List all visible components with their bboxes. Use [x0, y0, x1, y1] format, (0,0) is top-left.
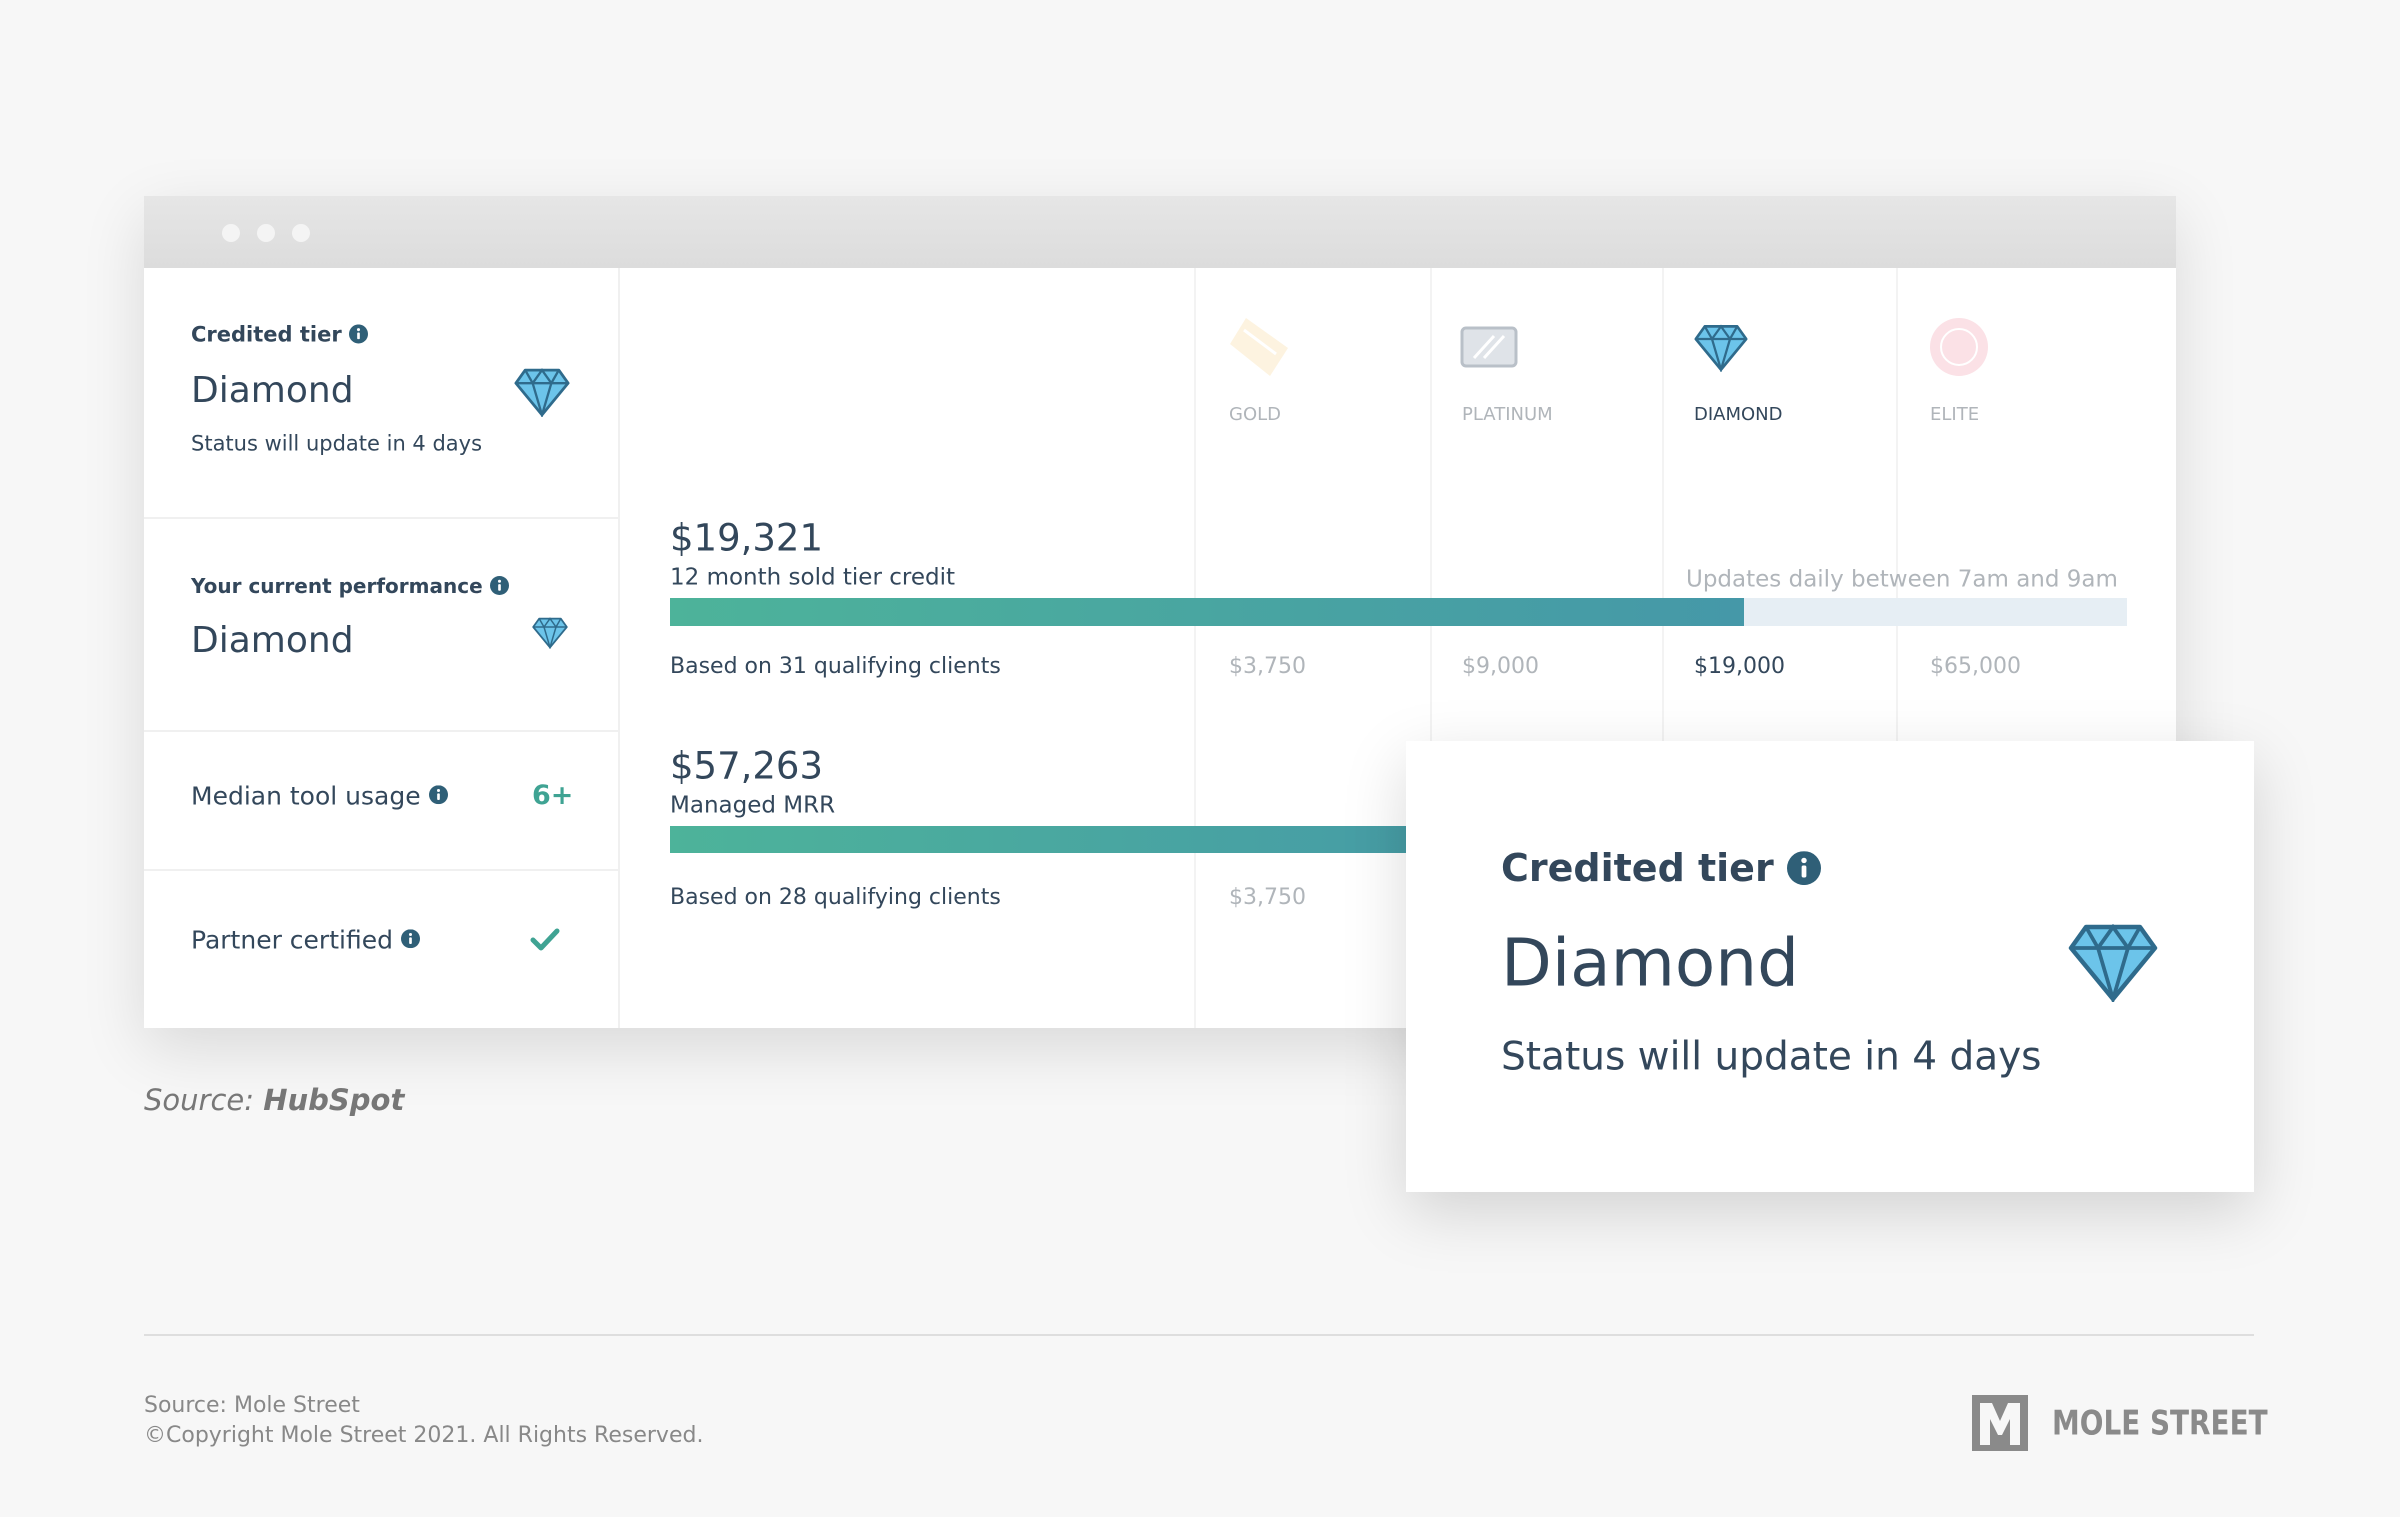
- gem-icon: [514, 368, 570, 417]
- app-window: Credited tier Diamond Status will update…: [144, 196, 2176, 1028]
- row-divider: [144, 730, 618, 732]
- window-dot: [257, 224, 275, 242]
- popup-card: Credited tier Diamond Status will update…: [1406, 741, 2254, 1192]
- info-icon[interactable]: [401, 929, 420, 948]
- label-text: Credited tier: [1501, 846, 1774, 891]
- threshold: $9,000: [1462, 653, 1539, 679]
- platinum-icon: [1460, 326, 1518, 368]
- footer-source: Source: Mole Street: [144, 1392, 360, 1418]
- metric-amount: $19,321: [670, 516, 824, 560]
- threshold: $65,000: [1930, 653, 2021, 679]
- check-icon: [530, 928, 560, 951]
- gem-icon: [532, 617, 568, 649]
- column-divider: [1896, 268, 1898, 1028]
- column-divider: [1662, 268, 1664, 1028]
- logo-mark: [1972, 1395, 2028, 1451]
- label: Your current performance: [191, 575, 509, 597]
- threshold: $3,750: [1229, 653, 1306, 679]
- metric-basis: Based on 28 qualifying clients: [670, 884, 1001, 910]
- label: Partner certified: [191, 926, 420, 954]
- label-text: Your current performance: [191, 574, 483, 598]
- status: Status will update in 4 days: [191, 431, 483, 456]
- info-icon[interactable]: [429, 785, 448, 804]
- column-divider: [1194, 268, 1196, 1028]
- popup-label: Credited tier: [1501, 846, 1821, 891]
- tier-label: DIAMOND: [1694, 404, 1783, 426]
- tier-value: Diamond: [191, 620, 354, 662]
- popup-value: Diamond: [1501, 924, 1799, 1002]
- row-divider: [144, 517, 618, 519]
- label-text: Median tool usage: [191, 781, 421, 811]
- metric-amount: $57,263: [670, 744, 824, 788]
- diamond-icon: [1694, 324, 1748, 372]
- threshold: $3,750: [1229, 884, 1306, 910]
- tier-value: Diamond: [191, 370, 354, 412]
- update-note: Updates daily between 7am and 9am: [1686, 566, 2118, 593]
- gold-icon: [1230, 318, 1288, 376]
- metric-label: 12 month sold tier credit: [670, 564, 955, 591]
- label-text: Credited tier: [191, 322, 342, 347]
- gem-icon: [2068, 924, 2158, 1002]
- popup-status: Status will update in 4 days: [1501, 1034, 2042, 1080]
- metric-basis: Based on 31 qualifying clients: [670, 653, 1001, 679]
- image-source: Source: HubSpot: [144, 1083, 405, 1118]
- column-divider: [1430, 268, 1432, 1028]
- panel-divider: [618, 268, 620, 1028]
- info-icon[interactable]: [490, 576, 509, 595]
- tier-label: PLATINUM: [1462, 404, 1553, 426]
- logo-text: MOLE STREET: [2052, 1403, 2268, 1444]
- source-name: HubSpot: [263, 1083, 405, 1118]
- window-dot: [222, 224, 240, 242]
- row-divider: [144, 869, 618, 871]
- window-dot: [292, 224, 310, 242]
- footer-copyright: ©Copyright Mole Street 2021. All Rights …: [144, 1422, 704, 1448]
- label-text: Partner certified: [191, 925, 393, 955]
- info-icon[interactable]: [1787, 851, 1821, 885]
- elite-icon: [1930, 318, 1988, 376]
- tier-label: ELITE: [1930, 404, 1980, 426]
- info-icon[interactable]: [349, 324, 368, 343]
- label: Median tool usage: [191, 782, 448, 810]
- source-prefix: Source:: [144, 1083, 255, 1118]
- metric-label: Managed MRR: [670, 792, 836, 819]
- tier-label: GOLD: [1229, 404, 1282, 426]
- label: Credited tier: [191, 323, 368, 346]
- threshold: $19,000: [1694, 653, 1785, 679]
- title-bar: [144, 196, 2176, 268]
- footer-rule: [144, 1334, 2254, 1336]
- usage-value: 6+: [532, 780, 574, 812]
- progress-fill: [670, 598, 1744, 626]
